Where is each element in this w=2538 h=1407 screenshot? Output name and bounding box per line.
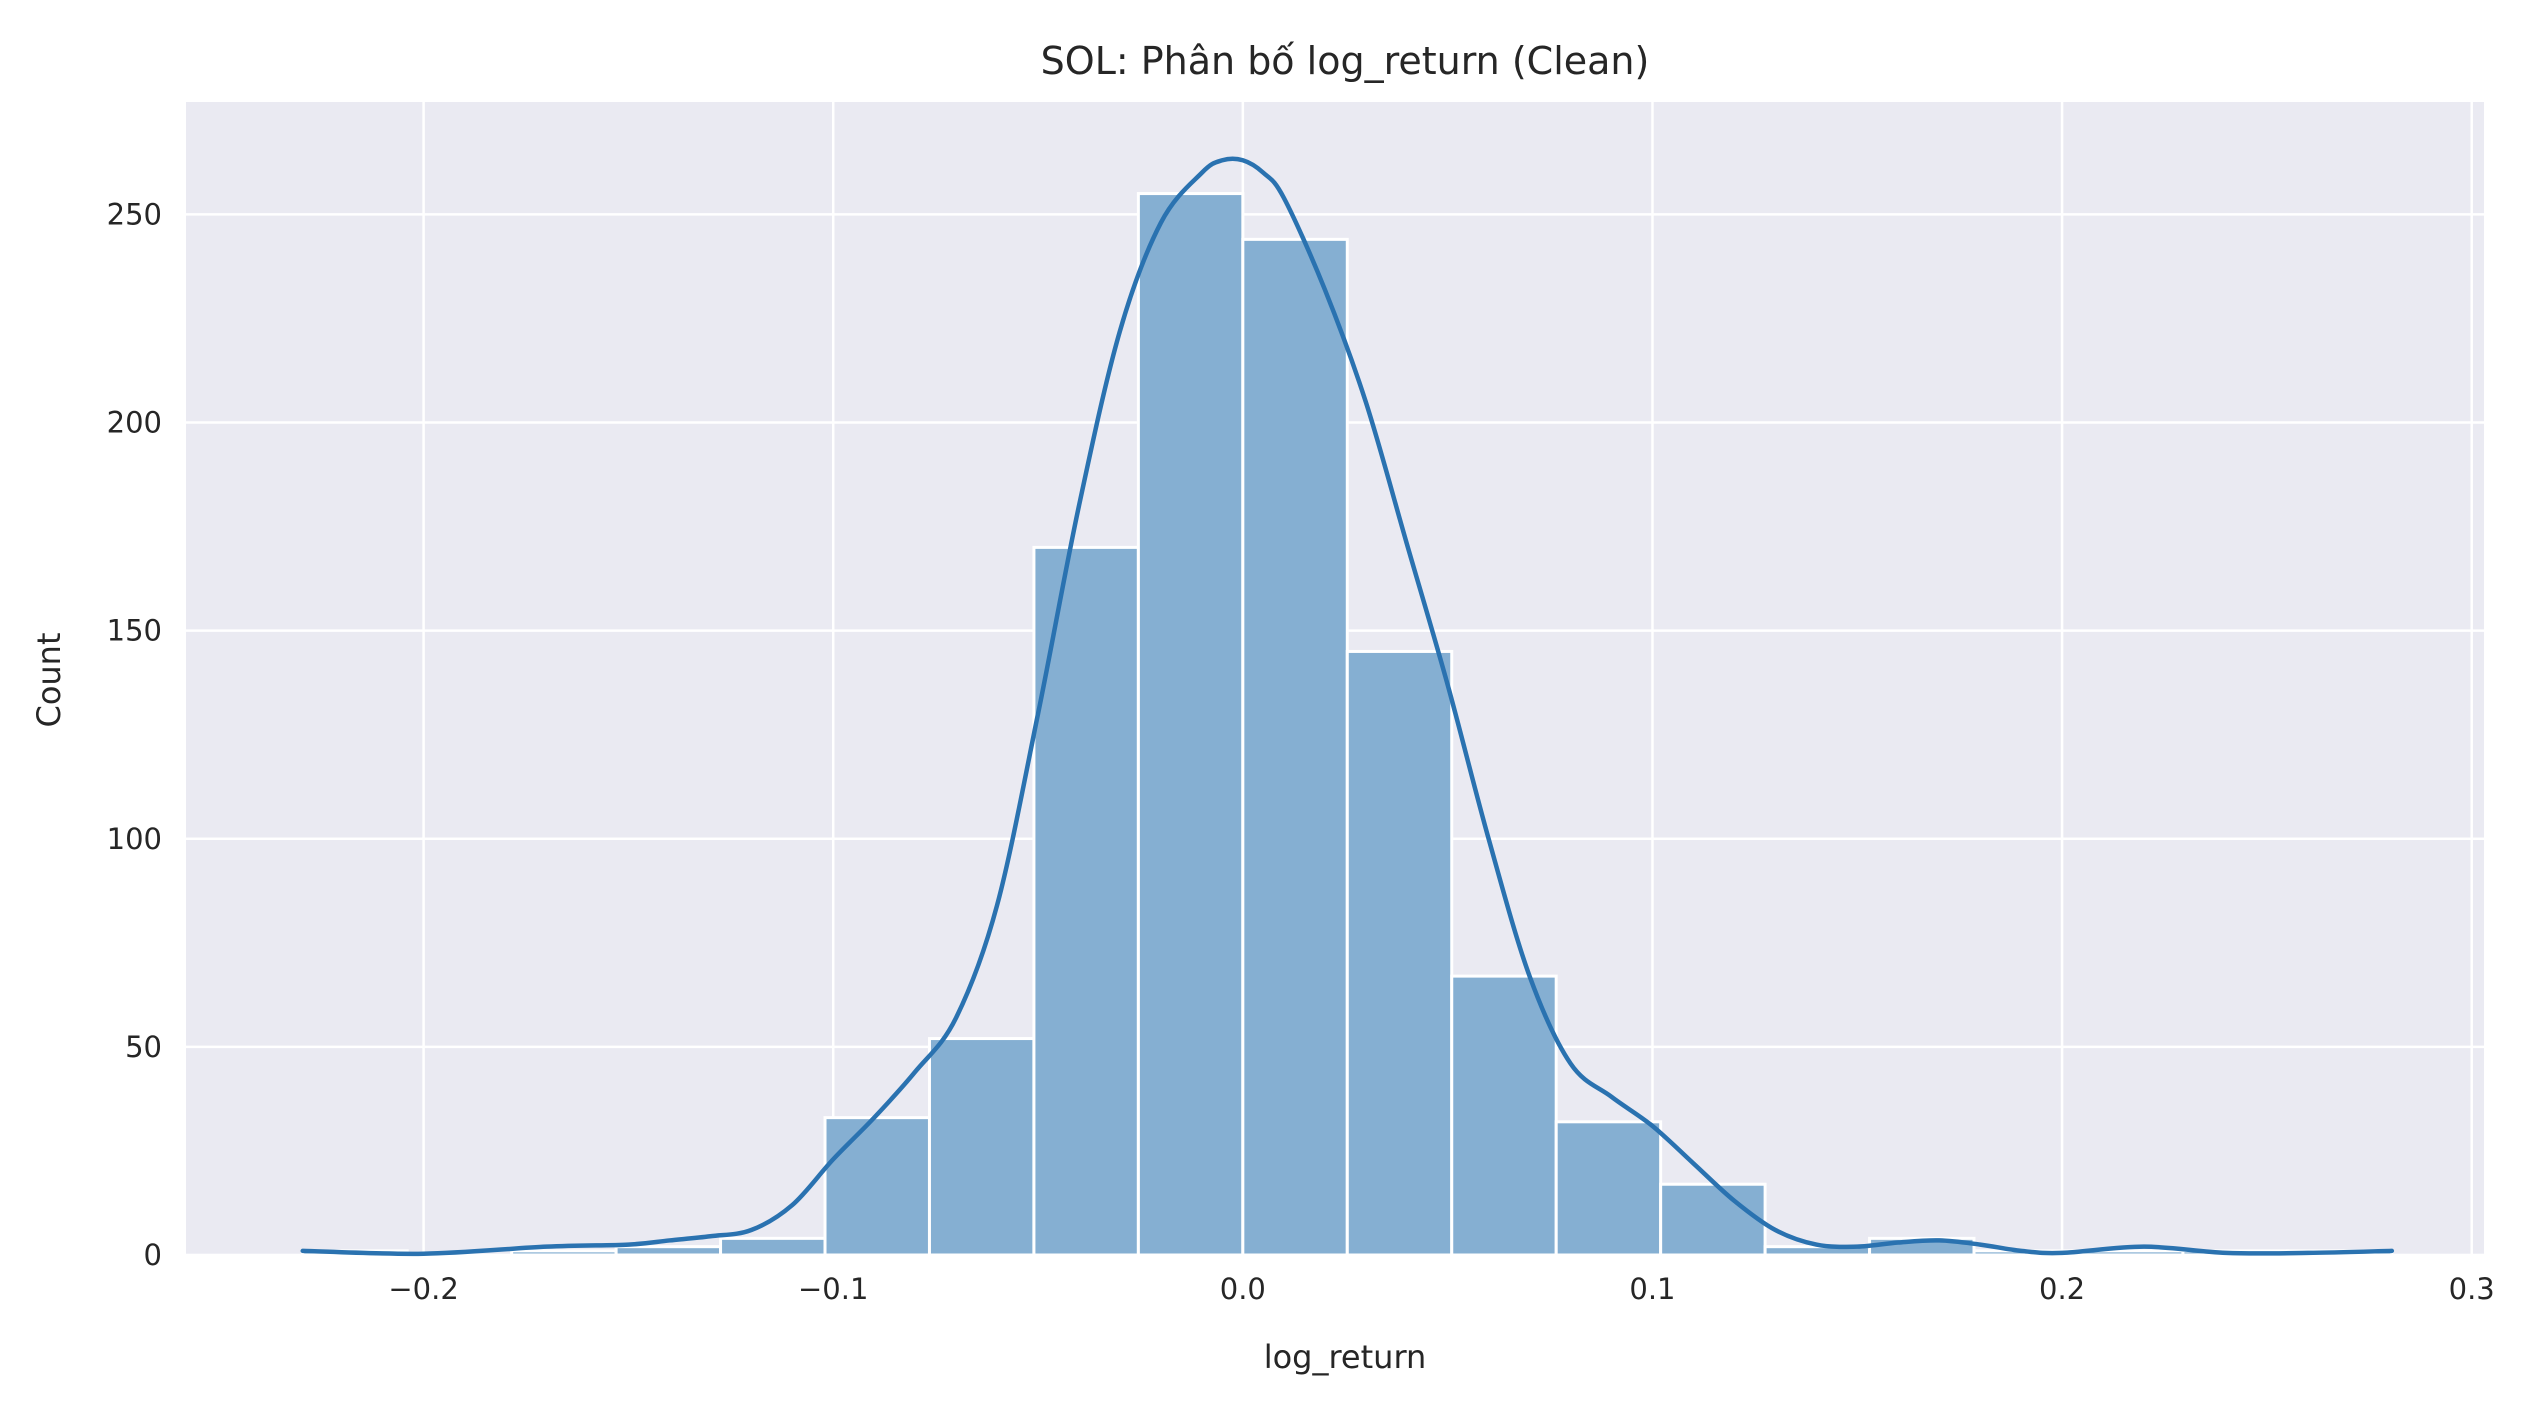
- histogram-bar: [1659, 1182, 1767, 1257]
- kde-layer: [300, 156, 2395, 1257]
- y-tick-label: 150: [107, 614, 162, 648]
- histogram-bar: [823, 1116, 931, 1257]
- histogram-bar: [1450, 974, 1558, 1257]
- x-tick-label: 0.3: [2449, 1272, 2495, 1306]
- y-tick-label: 0: [144, 1238, 162, 1272]
- histogram-bar: [1136, 192, 1245, 1257]
- histogram-bar: [510, 1249, 618, 1257]
- histogram-bar: [927, 1037, 1036, 1257]
- histogram-bar: [1345, 649, 1454, 1257]
- y-tick-label: 50: [125, 1030, 162, 1064]
- chart-title: SOL: Phân bố log_return (Clean): [1041, 39, 1650, 83]
- y-axis-label: Count: [30, 632, 68, 727]
- x-tick-label: −0.1: [798, 1272, 868, 1306]
- x-tick-labels: −0.2 −0.1 0.0 0.1 0.2 0.3: [388, 1272, 2494, 1306]
- bars-layer: [301, 192, 2394, 1257]
- histogram-bar: [1032, 545, 1140, 1257]
- histogram-bar: [719, 1236, 827, 1257]
- histogram-bar: [614, 1245, 723, 1257]
- kde-curve: [300, 156, 2395, 1257]
- histogram-bar: [1554, 1120, 1663, 1257]
- y-tick-label: 200: [107, 406, 162, 440]
- x-tick-label: 0.1: [1629, 1272, 1675, 1306]
- x-tick-label: −0.2: [388, 1272, 458, 1306]
- x-tick-label: 0.0: [1220, 1272, 1266, 1306]
- x-axis-label: log_return: [1264, 1338, 1427, 1376]
- y-tick-label: 100: [107, 822, 162, 856]
- histogram-bar: [1241, 237, 1349, 1257]
- y-tick-label: 250: [107, 197, 162, 231]
- x-tick-label: 0.2: [2039, 1272, 2085, 1306]
- y-tick-labels: 0 50 100 150 200 250: [107, 197, 162, 1272]
